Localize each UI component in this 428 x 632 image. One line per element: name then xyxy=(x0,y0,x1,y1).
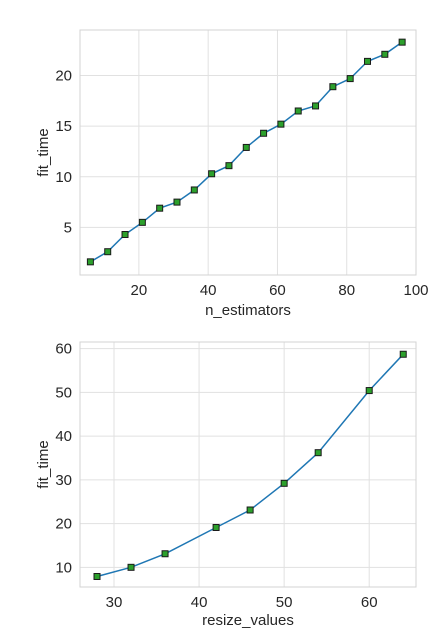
x-tick-label: 30 xyxy=(106,594,123,611)
data-point-marker xyxy=(104,248,112,256)
data-point-marker xyxy=(212,524,220,531)
x-tick-label: 50 xyxy=(276,594,293,611)
data-point-marker xyxy=(138,218,146,226)
series-line xyxy=(96,353,404,578)
x-tick-label: 40 xyxy=(191,594,208,611)
x-tick-label: 100 xyxy=(403,282,428,299)
y-tick-label: 20 xyxy=(55,68,72,85)
y-axis-label: fit_time xyxy=(35,128,52,176)
data-point-marker xyxy=(93,573,101,580)
data-point-marker xyxy=(364,57,372,65)
data-point-marker xyxy=(312,102,320,110)
y-tick-label: 15 xyxy=(55,118,72,135)
y-tick-label: 50 xyxy=(55,384,72,401)
data-point-marker xyxy=(242,143,250,151)
data-point-marker xyxy=(161,550,169,558)
y-tick-label: 30 xyxy=(55,472,72,489)
y-tick-label: 20 xyxy=(55,516,72,533)
x-tick-label: 40 xyxy=(200,282,217,299)
x-tick-label: 80 xyxy=(338,282,355,299)
data-point-marker xyxy=(156,204,164,212)
y-axis-label: fit_time xyxy=(35,440,52,488)
plot-frame xyxy=(79,29,417,276)
data-point-marker xyxy=(329,83,337,91)
data-point-marker xyxy=(398,38,406,46)
data-point-marker xyxy=(208,170,216,178)
data-point-marker xyxy=(294,107,302,115)
data-point-marker xyxy=(314,449,322,457)
data-point-marker xyxy=(260,129,268,137)
data-point-marker xyxy=(365,387,373,395)
data-point-marker xyxy=(399,350,407,358)
x-tick-label: 60 xyxy=(361,594,378,611)
y-tick-label: 10 xyxy=(55,169,72,186)
data-point-marker xyxy=(190,186,198,194)
x-axis-label: resize_values xyxy=(202,612,294,629)
data-point-marker xyxy=(173,198,181,206)
chart-resize-values: 30 40 50 60 10 20 30 40 50 60 resize_values fit_tim… xyxy=(35,341,417,629)
data-point-marker xyxy=(381,50,389,58)
x-tick-label: 20 xyxy=(131,282,148,299)
series-line xyxy=(90,41,403,263)
x-axis-label: n_estimators xyxy=(205,302,291,319)
y-tick-label: 5 xyxy=(64,219,72,236)
data-point-marker xyxy=(86,258,94,266)
data-point-marker xyxy=(121,231,129,239)
plot-frame xyxy=(79,341,417,588)
x-tick-label: 60 xyxy=(269,282,286,299)
data-point-marker xyxy=(346,75,354,83)
data-point-marker xyxy=(277,120,285,128)
y-tick-label: 40 xyxy=(55,428,72,445)
data-point-marker xyxy=(280,479,288,487)
data-point-marker xyxy=(246,506,254,514)
data-point-marker xyxy=(225,162,233,170)
data-point-marker xyxy=(127,563,135,571)
y-tick-label: 10 xyxy=(55,559,72,576)
y-tick-label: 60 xyxy=(55,341,72,358)
chart-n-estimators: 20 40 60 80 100 5 10 15 20 n_estimators fit_time xyxy=(35,29,428,319)
